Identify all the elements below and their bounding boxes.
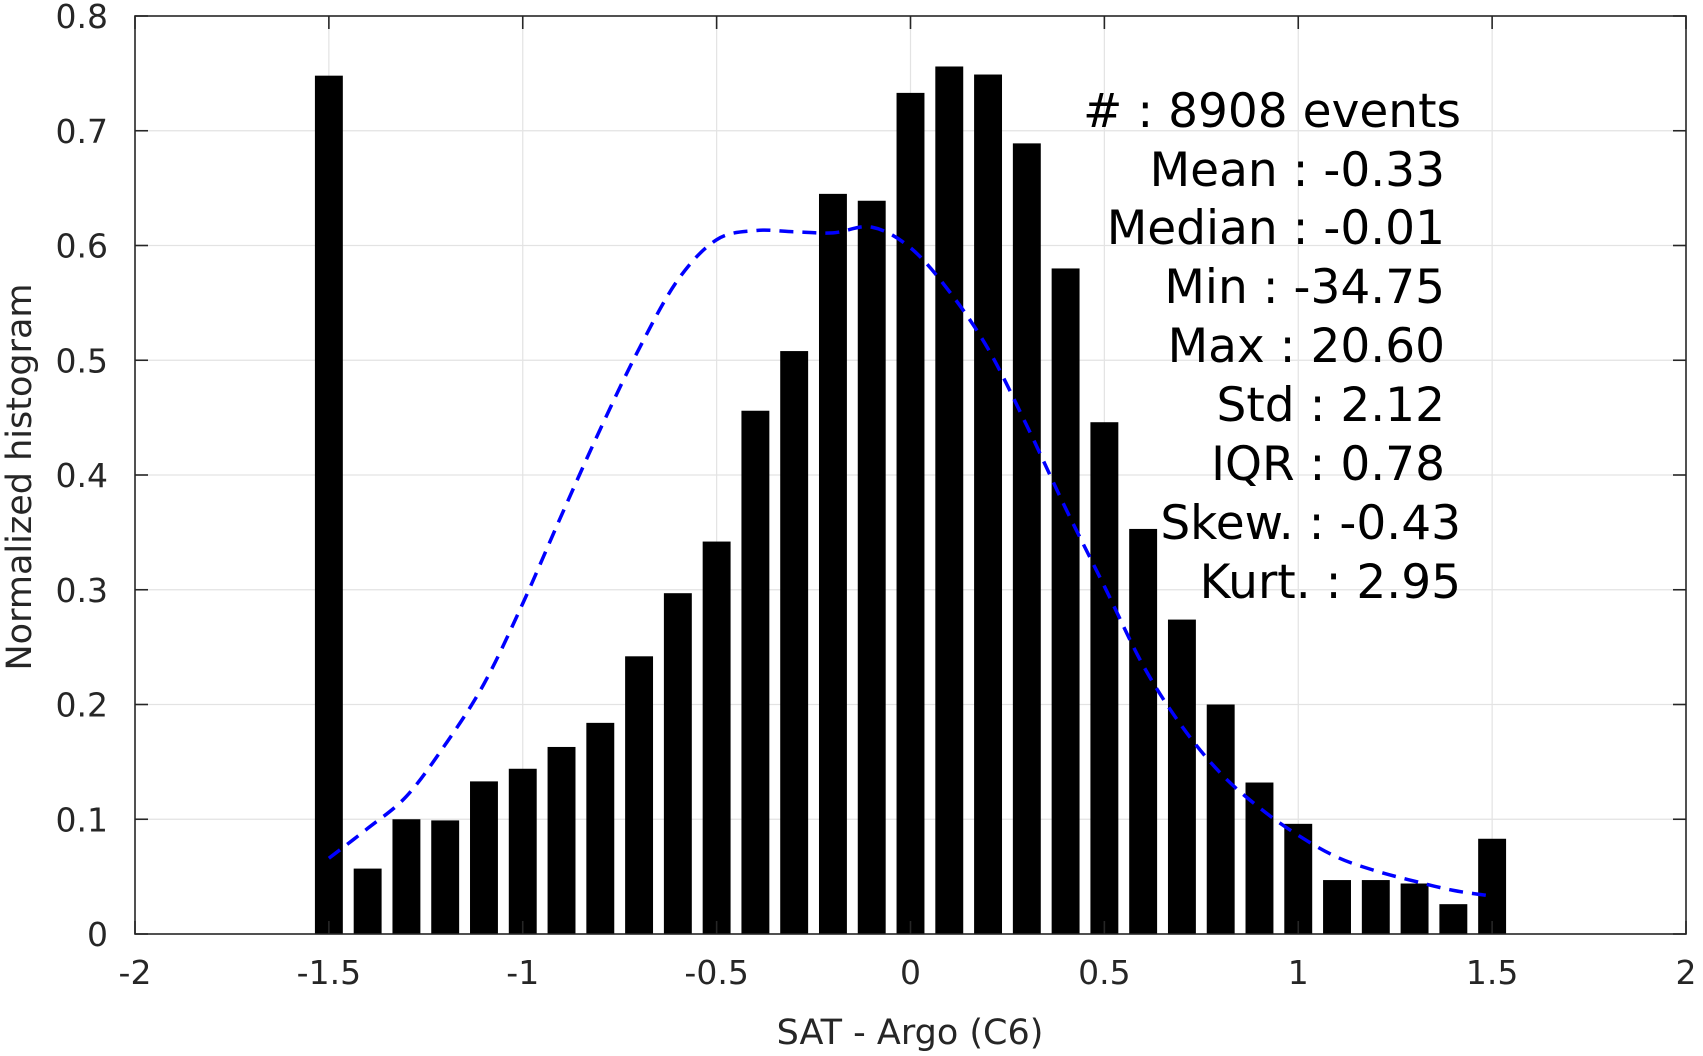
stat-std: Std : 2.12 — [1217, 378, 1445, 433]
y-tick-label: 0.1 — [56, 800, 108, 839]
y-tick-label: 0.8 — [56, 0, 108, 36]
x-tick-label: 1.5 — [1466, 953, 1518, 992]
y-tick-label: 0.7 — [56, 112, 108, 151]
x-axis-label: SAT - Argo (C6) — [777, 1013, 1044, 1053]
y-tick-label: 0.3 — [56, 571, 108, 610]
histogram-bar — [1400, 883, 1429, 934]
histogram-bar — [1206, 704, 1235, 934]
x-tick-label: 0.5 — [1078, 953, 1130, 992]
stat-events: # : 8908 events — [1083, 84, 1461, 139]
histogram-bar — [1323, 880, 1351, 934]
stat-iqr: IQR : 0.78 — [1211, 437, 1445, 492]
axis-ticks — [134, 15, 1687, 935]
x-tick-label: -1.5 — [297, 953, 361, 992]
histogram-bar — [508, 768, 537, 934]
y-tick-label: 0.6 — [56, 227, 108, 266]
x-tick-label: 2 — [1676, 953, 1697, 992]
histogram-bar — [1478, 838, 1507, 934]
histogram-bar — [974, 74, 1003, 934]
histogram-bar — [935, 66, 964, 935]
histogram-bar — [392, 819, 421, 934]
x-tick-labels: -2 -1.5 -1 -0.5 0 0.5 1 1.5 2 — [119, 953, 1697, 992]
histogram-bar — [702, 541, 731, 934]
x-tick-label: 1 — [1288, 953, 1309, 992]
histogram-bar — [353, 868, 382, 934]
histogram-bar — [663, 593, 692, 934]
histogram-bar — [1167, 619, 1196, 934]
stat-mean: Mean : -0.33 — [1150, 143, 1445, 198]
histogram-bar — [1361, 880, 1390, 934]
histogram-bar — [1051, 268, 1080, 934]
x-tick-label: -0.5 — [684, 953, 748, 992]
y-tick-label: 0 — [87, 915, 108, 954]
stat-median: Median : -0.01 — [1107, 201, 1445, 256]
histogram-bar — [857, 200, 886, 934]
stat-max: Max : 20.60 — [1168, 319, 1445, 374]
histogram-bar — [780, 351, 809, 934]
histogram-bar — [1012, 143, 1041, 934]
y-tick-label: 0.2 — [56, 686, 108, 725]
histogram-bar — [314, 75, 343, 935]
histogram-bar — [470, 781, 498, 934]
histogram-bar — [741, 410, 770, 934]
histogram-bar — [586, 722, 615, 934]
stat-min: Min : -34.75 — [1164, 260, 1445, 315]
y-tick-labels: 0 0.1 0.2 0.3 0.4 0.5 0.6 0.7 0.8 — [56, 0, 108, 954]
x-tick-label: 0 — [900, 953, 921, 992]
statistics-box: # : 8908 events Mean : -0.33 Median : -0… — [1083, 84, 1461, 610]
x-tick-label: -2 — [119, 953, 152, 992]
histogram-bar — [547, 746, 576, 934]
histogram-bar — [431, 820, 460, 934]
y-tick-label: 0.5 — [56, 341, 108, 380]
normal-fit-curve — [327, 224, 1493, 898]
x-tick-label: -1 — [506, 953, 539, 992]
histogram-bar — [1245, 782, 1274, 934]
histogram-bar — [1090, 422, 1119, 934]
stat-skew: Skew. : -0.43 — [1160, 496, 1461, 551]
histogram-bar — [1439, 904, 1468, 934]
histogram-bar — [625, 656, 654, 934]
y-axis-label: Normalized histogram — [0, 283, 40, 670]
histogram-bar — [896, 92, 925, 934]
histogram-bars — [314, 66, 1507, 935]
y-tick-label: 0.4 — [56, 456, 108, 495]
stat-kurt: Kurt. : 2.95 — [1200, 555, 1461, 610]
histogram-bar — [818, 193, 847, 935]
histogram-bar — [1129, 528, 1158, 934]
